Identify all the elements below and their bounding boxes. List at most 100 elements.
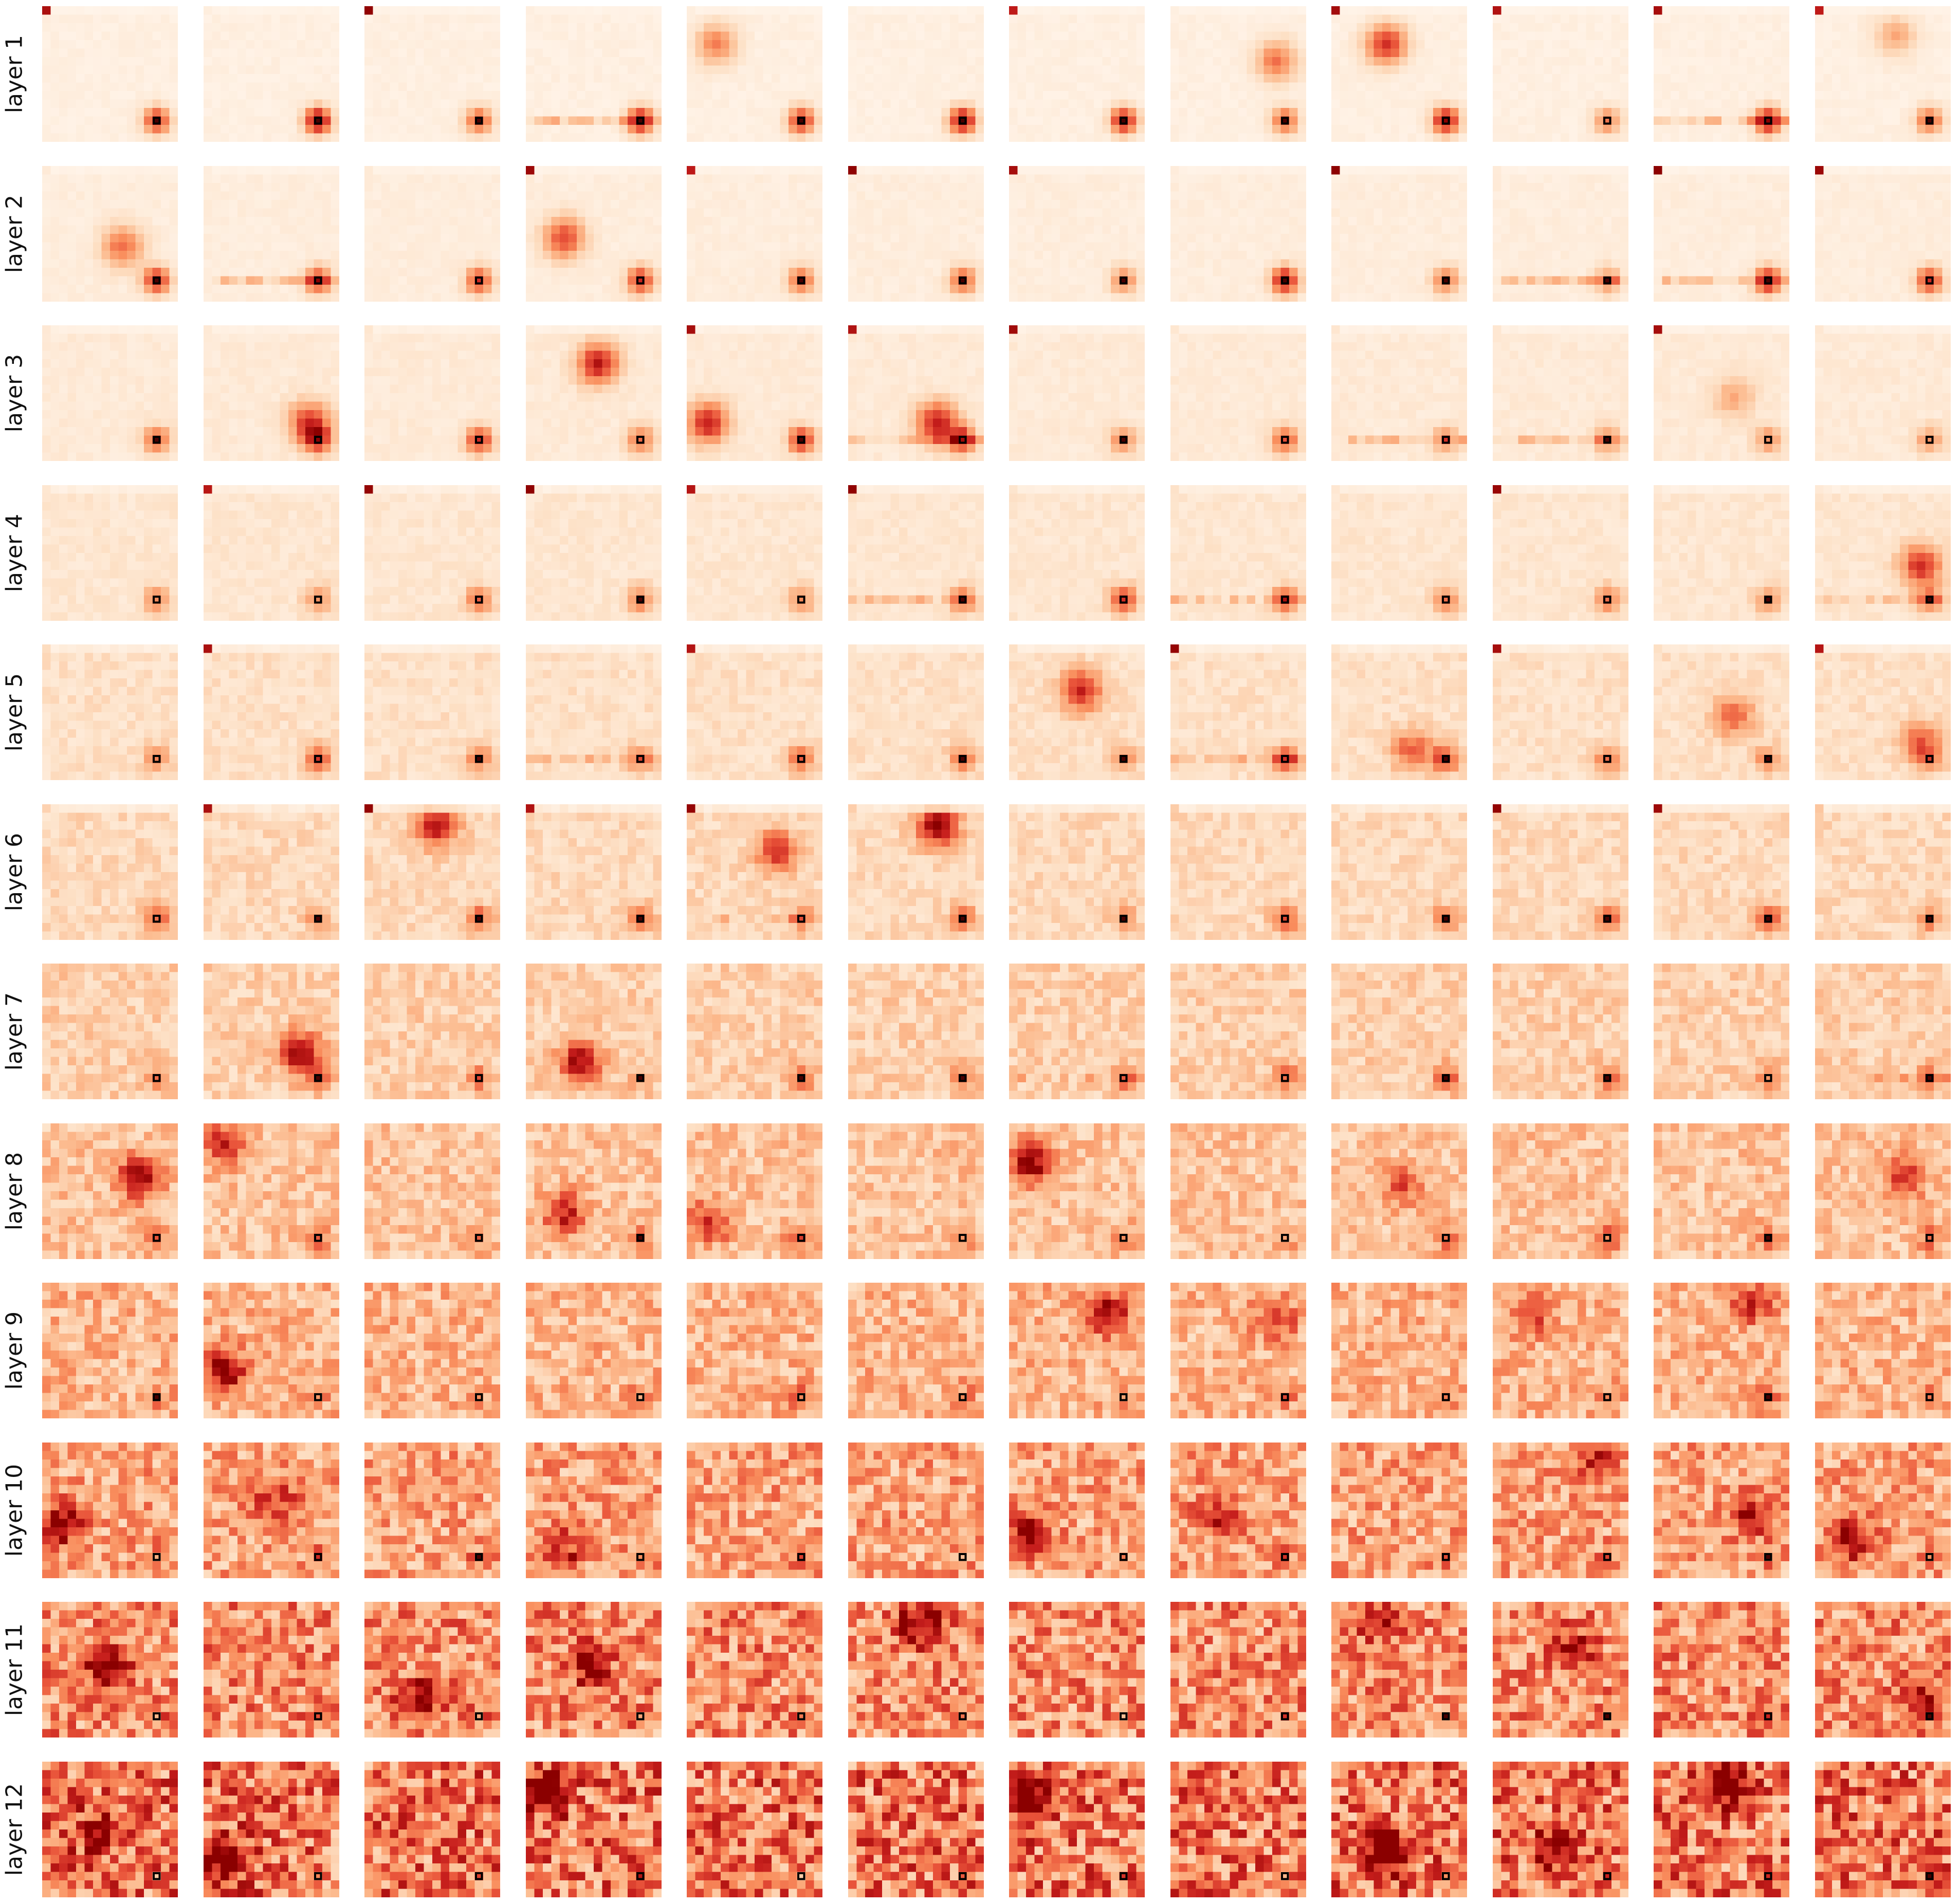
heatmap-cell [1034,133,1043,142]
heatmap-cell [577,6,586,15]
heatmap-cell [577,251,586,260]
heatmap-cell [1544,31,1553,41]
heatmap-cell [602,191,611,200]
heatmap-cell [585,293,594,302]
heatmap-cell [916,234,925,243]
heatmap-cell [373,40,382,49]
heatmap-cell [628,14,637,24]
heatmap-cell [1255,57,1265,66]
heatmap-cell [653,65,662,75]
heatmap-cell [280,242,289,251]
heatmap-cell [398,259,408,268]
heatmap-cell [1348,65,1358,75]
heatmap-cell [280,74,289,83]
heatmap-cell [950,65,959,75]
heatmap-cell [1569,99,1578,108]
heatmap-cell [1196,74,1205,83]
heatmap-cell [1051,217,1060,226]
heatmap-cell [237,225,247,234]
heatmap-cell [1654,31,1663,41]
heatmap-cell [1017,116,1027,125]
heatmap-cell [594,276,603,285]
heatmap-cell [1289,166,1298,175]
heatmap-cell [204,31,213,41]
heatmap-cell [1348,40,1358,49]
heatmap-cell [212,293,221,302]
heatmap-cell [577,116,586,125]
heatmap-cell [1263,116,1273,125]
heatmap-cell [254,225,264,234]
heatmap-cell [975,40,984,49]
heatmap-cell [1289,183,1298,192]
heatmap-cell [746,276,755,285]
heatmap-cell [1230,14,1239,24]
heatmap-cell [1111,200,1120,209]
heatmap-cell [712,166,721,175]
heatmap-cell [653,57,662,66]
heatmap-cell [789,108,798,117]
heatmap-cell [398,191,408,200]
heatmap-cell [1128,234,1137,243]
heatmap-cell [483,234,492,243]
heatmap-cell [1340,23,1349,32]
heatmap-cell [568,217,577,226]
heatmap-cell [1866,74,1875,83]
heatmap-cell [432,242,442,251]
heatmap-cell [916,285,925,294]
heatmap-cell [543,268,552,277]
heatmap-cell [398,133,408,142]
heatmap-cell [958,217,967,226]
heatmap-cell [305,82,315,91]
heatmap-cell [466,234,475,243]
heatmap-cell [1102,268,1111,277]
heatmap-cell [1679,74,1688,83]
heatmap-cell [534,48,543,58]
heatmap-cell [1255,65,1265,75]
heatmap-cell [848,174,857,183]
heatmap-cell [1119,74,1128,83]
heatmap-cell [59,116,68,125]
heatmap-cell [1051,116,1060,125]
heatmap-cell [288,108,298,117]
heatmap-cell [67,183,77,192]
heatmap-cell [1357,82,1366,91]
heatmap-cell [899,242,908,251]
heatmap-cell [466,259,475,268]
heatmap-cell [1017,108,1027,117]
heatmap-cell [1721,6,1731,15]
heatmap-cell [1764,14,1773,24]
heatmap-cell [415,200,425,209]
heatmap-cell [856,285,866,294]
heatmap-cell [704,82,713,91]
heatmap-cell [483,125,492,134]
heatmap-cell [1077,234,1086,243]
heatmap-cell [1738,125,1748,134]
heatmap-cell [1611,40,1621,49]
heatmap-cell [568,200,577,209]
heatmap-cell [1721,31,1731,41]
heatmap-cell [687,276,696,285]
heatmap-cell [1772,57,1782,66]
heatmap-cell [865,82,874,91]
heatmap-cell [1942,48,1951,58]
heatmap-cell [899,225,908,234]
heatmap-cell [780,65,789,75]
heatmap-cell [1688,116,1697,125]
heatmap-cell [805,285,815,294]
heatmap-cell [848,65,857,75]
heatmap-cell [1077,14,1086,24]
heatmap-cell [221,200,230,209]
heatmap-cell [263,183,272,192]
heatmap-cell [814,225,822,234]
heatmap-cell [1857,48,1866,58]
heatmap-cell [1815,31,1824,41]
heatmap-cell [297,57,306,66]
heatmap-cell [1230,174,1239,183]
heatmap-cell [212,108,221,117]
heatmap-cell [1501,48,1510,58]
heatmap-cell [1102,166,1111,175]
heatmap-cell [712,74,721,83]
heatmap-cell [1857,31,1866,41]
heatmap-cell [577,40,586,49]
heatmap-cell [873,174,883,183]
